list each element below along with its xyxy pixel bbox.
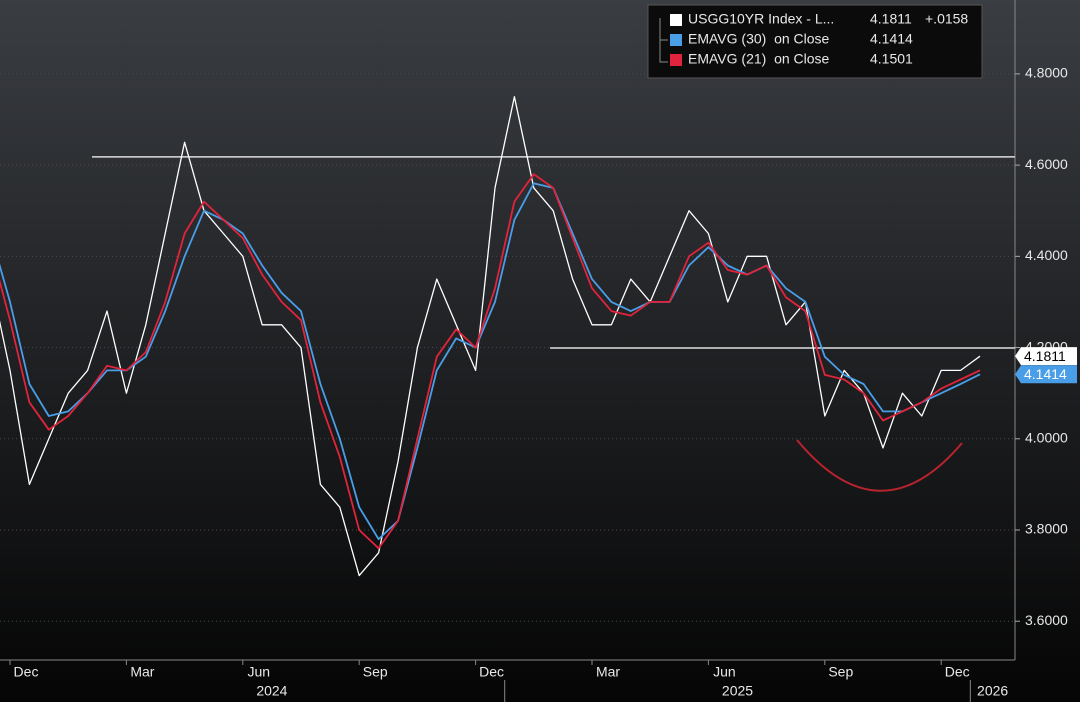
legend-swatch <box>670 14 682 26</box>
grid-layer <box>0 73 1020 702</box>
pattern-arc <box>796 439 963 492</box>
legend-swatch <box>670 54 682 66</box>
series-line <box>0 96 981 577</box>
y-tick-label: 4.4000 <box>1025 247 1068 263</box>
label-layer: 3.60003.80004.00004.20004.40004.60004.80… <box>14 65 1077 699</box>
legend-value: 4.1501 <box>870 51 913 67</box>
series-line <box>0 173 981 550</box>
year-label: 2025 <box>722 683 753 699</box>
y-tick-label: 4.8000 <box>1025 65 1068 81</box>
legend-label: EMAVG (21) on Close <box>688 51 830 67</box>
y-tick-label: 4.0000 <box>1025 429 1068 445</box>
x-tick-label: Mar <box>130 664 154 680</box>
legend-label: EMAVG (30) on Close <box>688 31 830 47</box>
legend-label: USGG10YR Index - L... <box>688 11 834 27</box>
value-tag-label: 4.1414 <box>1024 366 1067 382</box>
legend-box <box>647 4 983 79</box>
value-tag <box>1015 347 1077 366</box>
x-tick-label: Jun <box>248 664 271 680</box>
legend-bracket <box>659 18 668 63</box>
legend-value: 4.1811 <box>870 11 912 27</box>
legend: USGG10YR Index - L... 4.1811 EMAVG (30) on… <box>647 4 983 79</box>
value-tag-label: 4.1811 <box>1024 348 1066 364</box>
plot-area <box>0 96 1015 577</box>
y-tick-label: 3.8000 <box>1025 521 1068 537</box>
y-tick-label: 3.6000 <box>1025 612 1068 628</box>
series-line <box>0 182 981 540</box>
legend-swatch <box>670 34 682 46</box>
x-tick-label: Mar <box>596 664 620 680</box>
legend-value: 4.1414 <box>870 31 913 47</box>
value-tag <box>1015 365 1077 384</box>
x-tick-label: Dec <box>14 664 39 680</box>
x-tick-label: Dec <box>479 664 504 680</box>
x-tick-label: Sep <box>828 664 853 680</box>
year-label: 2024 <box>256 683 287 699</box>
legend-change: +.0158 <box>925 11 968 27</box>
y-tick-label: 4.6000 <box>1025 156 1068 172</box>
x-tick-label: Jun <box>713 664 736 680</box>
x-tick-label: Dec <box>945 664 970 680</box>
x-tick-label: Sep <box>363 664 388 680</box>
year-label: 2026 <box>977 683 1008 699</box>
